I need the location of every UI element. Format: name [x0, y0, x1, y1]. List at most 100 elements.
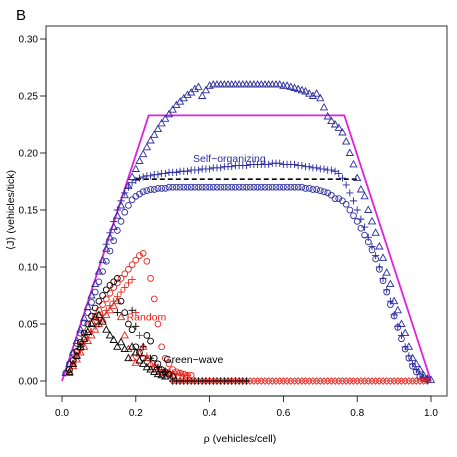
- self-organizing-circle-point: [328, 191, 335, 199]
- self-organizing-circle-point: [335, 195, 343, 202]
- self-organizing-plus-point: [106, 229, 114, 237]
- self-organizing-circle-point: [375, 265, 383, 273]
- random-triangle-point: [142, 353, 152, 362]
- green-wave-circle-point: [91, 304, 99, 312]
- self-organizing-triangle-point: [334, 123, 343, 131]
- random-circle-point: [158, 343, 165, 351]
- self-organizing-triangle-point: [312, 89, 321, 97]
- y-tick-label: 0.25: [19, 92, 39, 103]
- self-organizing-plus-point: [124, 183, 133, 191]
- green-wave-triangle-point: [135, 355, 144, 364]
- self-organizing-circle-point: [143, 187, 151, 194]
- self-organizing-triangle-point: [290, 83, 299, 91]
- random-triangle-point: [120, 330, 129, 339]
- self-organizing-triangle-point: [68, 347, 78, 356]
- random-circle-point: [136, 252, 143, 259]
- self-organizing-plus-point: [346, 189, 354, 197]
- random-circle-point: [121, 270, 129, 278]
- green-wave-triangle-point: [109, 335, 118, 343]
- self-organizing-circle-point: [394, 324, 402, 331]
- self-organizing-circle-point: [195, 183, 202, 191]
- green-wave-plus-point: [242, 377, 251, 385]
- green-wave-triangle-point: [68, 359, 78, 367]
- y-tick-label: 0.20: [19, 149, 39, 160]
- self-organizing-triangle-point: [282, 81, 292, 89]
- green-wave-triangle-point: [87, 319, 96, 327]
- self-organizing-circle-point: [276, 183, 284, 191]
- self-organizing-triangle-point: [76, 325, 85, 333]
- self-organizing-triangle-point: [305, 89, 314, 97]
- random-circle-point: [132, 256, 140, 264]
- self-organizing-circle-point: [228, 183, 236, 191]
- green-wave-circle-point: [125, 320, 132, 328]
- self-organizing-plus-point: [353, 206, 361, 214]
- self-organizing-triangle-point: [131, 164, 140, 172]
- x-tick-label: 0.8: [350, 408, 364, 419]
- random-circle-point: [125, 265, 132, 273]
- self-organizing-circle-point: [350, 212, 357, 220]
- self-organizing-circle-point: [91, 288, 99, 296]
- self-organizing-circle-point: [320, 188, 328, 196]
- random-circle-point: [117, 275, 125, 282]
- self-organizing-circle-point: [383, 288, 391, 296]
- self-organizing-triangle-point: [323, 111, 332, 120]
- green-wave-triangle-point: [139, 359, 148, 367]
- random-circle-point: [102, 295, 110, 303]
- self-organizing-triangle-point: [401, 328, 410, 337]
- self-organizing-circle-point: [198, 183, 206, 191]
- random-triangle-point: [153, 365, 163, 373]
- self-organizing-triangle-point: [153, 124, 163, 133]
- self-organizing-triangle-point: [105, 232, 115, 241]
- self-organizing-triangle-point: [87, 290, 96, 299]
- random-triangle-point: [76, 347, 85, 356]
- green-wave-triangle-point: [94, 310, 104, 318]
- self-organizing-plus-point: [146, 172, 155, 180]
- self-organizing-circle-point: [80, 319, 88, 327]
- self-organizing-circle-point: [368, 246, 376, 254]
- random-circle-point: [161, 354, 169, 362]
- self-organizing-triangle-point: [338, 127, 347, 136]
- self-organizing-triangle-point: [293, 84, 303, 93]
- self-organizing-triangle-point: [389, 296, 399, 305]
- self-organizing-circle-point: [125, 202, 132, 209]
- self-organizing-circle-point: [309, 186, 317, 193]
- self-organizing-triangle-point: [194, 82, 203, 90]
- self-organizing-circle-point: [261, 183, 269, 191]
- self-organizing-circle-point: [283, 183, 291, 191]
- self-organizing-triangle-point: [168, 105, 177, 113]
- self-organizing-plus-point: [228, 163, 236, 171]
- random-diamond-point: [298, 377, 306, 385]
- self-organizing-circle-point: [136, 190, 143, 198]
- self-organizing-triangle-point: [142, 142, 152, 151]
- self-organizing-circle-point: [412, 368, 420, 376]
- self-organizing-circle-point: [154, 184, 162, 192]
- self-organizing-triangle-point: [164, 109, 174, 118]
- self-organizing-circle-point: [147, 186, 154, 193]
- self-organizing-triangle-point: [146, 135, 155, 144]
- green-wave-plus-point: [132, 322, 140, 330]
- self-organizing-circle-point: [265, 183, 272, 191]
- self-organizing-circle-point: [209, 183, 217, 191]
- random-circle-point: [128, 261, 136, 269]
- self-organizing-circle-point: [187, 183, 195, 191]
- self-organizing-plus-point: [172, 168, 180, 176]
- random-triangle-point: [91, 325, 100, 333]
- self-organizing-plus-point: [335, 169, 343, 178]
- green-wave-circle-point: [147, 337, 154, 345]
- random-triangle-point: [116, 312, 126, 321]
- random-circle-point: [143, 257, 151, 265]
- random-diamond-point: [368, 377, 376, 385]
- self-organizing-plus-point: [102, 240, 110, 248]
- max-bound-line: [61, 114, 432, 382]
- self-organizing-plus-point: [331, 167, 339, 175]
- self-organizing-plus-point: [386, 297, 395, 305]
- self-organizing-circle-point: [217, 183, 225, 191]
- self-organizing-circle-point: [298, 183, 306, 191]
- green-wave-circle-point: [69, 357, 77, 364]
- self-organizing-triangle-point: [301, 86, 310, 95]
- self-organizing-triangle-point: [139, 149, 148, 158]
- self-organizing-circle-point: [331, 195, 339, 202]
- self-organizing-plus-point: [349, 197, 358, 205]
- self-organizing-triangle-point: [297, 85, 307, 94]
- self-organizing-circle-point: [121, 208, 129, 216]
